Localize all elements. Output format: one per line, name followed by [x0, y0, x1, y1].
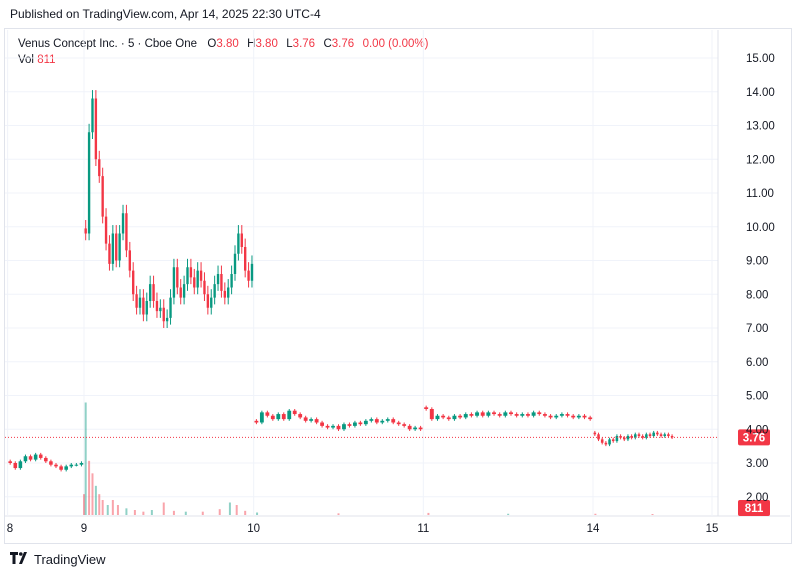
legend-open-value: 3.80	[216, 38, 239, 50]
tradingview-logo-icon	[10, 552, 30, 567]
legend-volume-row: Vol 811	[18, 52, 428, 68]
legend-low-label: L	[286, 38, 293, 50]
legend-change: 0.00 (0.00%)	[362, 38, 429, 50]
legend-close-label: C	[323, 38, 332, 50]
legend-volume-label[interactable]: Vol	[18, 54, 34, 66]
legend-ohlc-row: Venus Concept Inc. · 5 · Cboe One O3.80 …	[18, 36, 428, 52]
legend-close-value: 3.76	[331, 38, 355, 50]
legend-volume-value: 811	[37, 54, 56, 66]
legend-symbol[interactable]: Venus Concept Inc. · 5 · Cboe One	[18, 38, 197, 50]
chart-legend: Venus Concept Inc. · 5 · Cboe One O3.80 …	[18, 36, 428, 68]
legend-open-label: O	[207, 38, 217, 50]
footer-brand[interactable]: TradingView	[10, 552, 106, 567]
published-note: Published on TradingView.com, Apr 14, 20…	[10, 7, 321, 21]
legend-high-label: H	[247, 38, 256, 50]
chart-frame[interactable]	[4, 28, 792, 544]
legend-low-value: 3.76	[292, 38, 316, 50]
legend-high-value: 3.80	[255, 38, 278, 50]
footer-brand-label: TradingView	[34, 552, 106, 567]
